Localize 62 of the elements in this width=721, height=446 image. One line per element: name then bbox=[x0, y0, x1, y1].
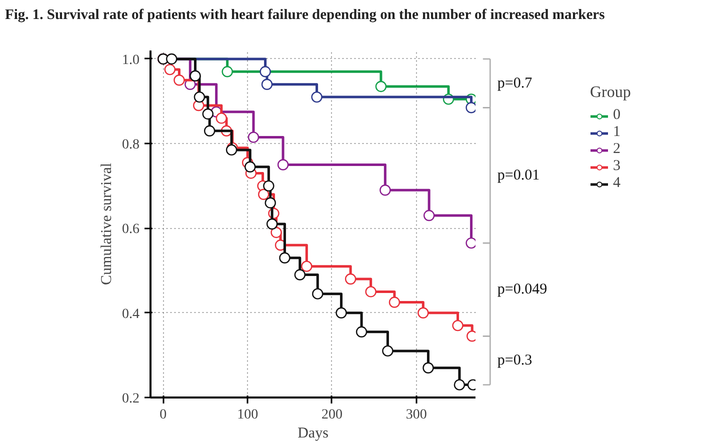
legend-label: 4 bbox=[613, 175, 622, 192]
point bbox=[466, 237, 476, 249]
point bbox=[264, 197, 276, 208]
point bbox=[336, 307, 347, 318]
point bbox=[216, 112, 228, 124]
point bbox=[452, 320, 464, 332]
y-tick-label: 0.6 bbox=[122, 222, 140, 238]
point bbox=[312, 288, 324, 300]
point bbox=[194, 91, 206, 103]
point bbox=[301, 260, 312, 272]
point bbox=[260, 66, 271, 78]
point bbox=[375, 80, 387, 92]
point bbox=[174, 74, 185, 86]
point bbox=[388, 296, 400, 308]
point bbox=[422, 362, 434, 374]
x-tick-label: 0 bbox=[160, 408, 167, 422]
point bbox=[382, 345, 394, 357]
point bbox=[190, 70, 201, 82]
y-tick-label: 1.0 bbox=[122, 52, 140, 68]
text: p=0.01 bbox=[497, 167, 540, 184]
point bbox=[258, 188, 270, 200]
point bbox=[226, 144, 238, 156]
point bbox=[166, 53, 178, 65]
point bbox=[248, 132, 260, 143]
point bbox=[202, 108, 214, 120]
point bbox=[164, 64, 176, 76]
point bbox=[261, 78, 273, 90]
x-tick-label: 300 bbox=[406, 408, 427, 422]
point bbox=[204, 125, 216, 136]
y-axis-title: Cumulative survival bbox=[99, 162, 115, 286]
point bbox=[344, 273, 356, 285]
point bbox=[365, 286, 376, 298]
chart-title: Fig. 1. Survival rate of patients with heart failure depending on the number of increased markers bbox=[5, 6, 605, 25]
point bbox=[270, 226, 282, 238]
legend-label: 0 bbox=[613, 107, 622, 124]
point bbox=[418, 307, 429, 318]
text: p=0.7 bbox=[497, 75, 533, 92]
y-tick-label: 0.8 bbox=[122, 138, 140, 153]
point bbox=[222, 66, 233, 78]
point bbox=[294, 269, 306, 280]
legend-label: 2 bbox=[613, 141, 622, 158]
point bbox=[380, 184, 391, 196]
text: p=0.049 bbox=[497, 282, 548, 298]
point bbox=[356, 326, 368, 338]
point bbox=[311, 91, 322, 103]
legend-label: 3 bbox=[613, 158, 622, 175]
x-tick-label: 200 bbox=[321, 408, 342, 422]
x-axis-title: Days bbox=[298, 426, 329, 442]
point bbox=[266, 218, 278, 230]
point bbox=[244, 161, 256, 172]
y-tick-label: 0.2 bbox=[122, 392, 140, 406]
point bbox=[454, 379, 466, 390]
legend-label: 1 bbox=[613, 124, 622, 141]
text: p=0.3 bbox=[497, 352, 532, 368]
point bbox=[423, 210, 435, 222]
point bbox=[279, 252, 290, 264]
legend-title: Group bbox=[590, 84, 632, 102]
y-tick-label: 0.4 bbox=[122, 306, 140, 322]
point bbox=[277, 159, 289, 170]
point bbox=[466, 102, 476, 114]
x-tick-label: 100 bbox=[237, 408, 258, 422]
point bbox=[263, 180, 274, 192]
